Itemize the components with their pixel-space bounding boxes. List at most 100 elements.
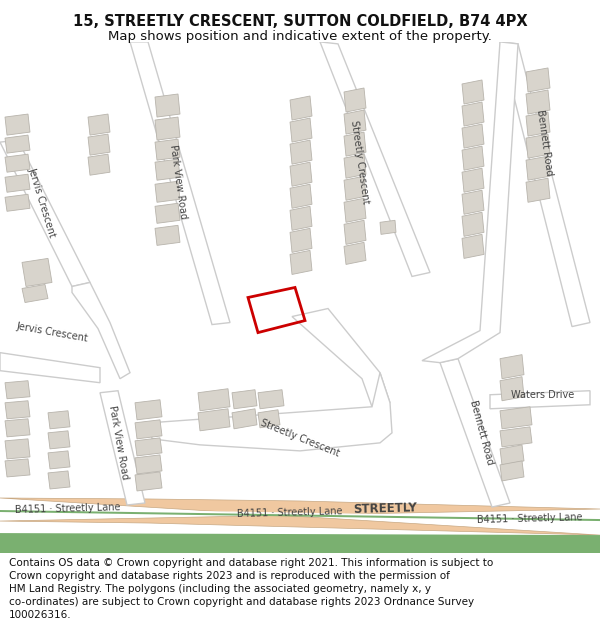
Polygon shape — [155, 117, 180, 140]
Polygon shape — [72, 282, 130, 379]
Polygon shape — [344, 176, 366, 200]
Polygon shape — [5, 419, 30, 437]
Polygon shape — [422, 42, 518, 362]
Polygon shape — [232, 390, 257, 409]
Polygon shape — [5, 174, 30, 192]
Polygon shape — [48, 411, 70, 429]
Polygon shape — [155, 226, 180, 246]
Polygon shape — [526, 134, 550, 158]
Polygon shape — [135, 420, 162, 439]
Polygon shape — [150, 372, 392, 451]
Polygon shape — [500, 354, 524, 379]
Text: B4151 · Streetly Lane: B4151 · Streetly Lane — [15, 503, 121, 516]
Polygon shape — [135, 400, 162, 420]
Polygon shape — [155, 203, 180, 223]
Polygon shape — [155, 181, 180, 203]
Polygon shape — [344, 154, 366, 178]
Polygon shape — [344, 242, 366, 264]
Polygon shape — [344, 88, 366, 112]
Text: Map shows position and indicative extent of the property.: Map shows position and indicative extent… — [108, 30, 492, 42]
Polygon shape — [0, 498, 600, 535]
Text: B4151 · Streetly Lane: B4151 · Streetly Lane — [477, 512, 583, 526]
Polygon shape — [88, 134, 110, 155]
Polygon shape — [232, 409, 257, 429]
Text: STREETLY: STREETLY — [353, 502, 417, 516]
Polygon shape — [292, 309, 390, 407]
Polygon shape — [462, 80, 484, 104]
Polygon shape — [440, 359, 510, 507]
Polygon shape — [0, 533, 600, 555]
Text: Streetly Crescent: Streetly Crescent — [349, 120, 371, 204]
Polygon shape — [526, 112, 550, 136]
Polygon shape — [320, 42, 430, 276]
Polygon shape — [198, 409, 230, 431]
Polygon shape — [0, 140, 90, 286]
Polygon shape — [526, 90, 550, 114]
Polygon shape — [462, 146, 484, 170]
Polygon shape — [526, 178, 550, 202]
Polygon shape — [22, 284, 48, 302]
Polygon shape — [88, 114, 110, 135]
Polygon shape — [290, 140, 312, 164]
Polygon shape — [198, 389, 230, 411]
Text: Jervis Crescent: Jervis Crescent — [16, 321, 89, 344]
Polygon shape — [290, 162, 312, 186]
Polygon shape — [500, 377, 524, 401]
Polygon shape — [462, 124, 484, 148]
Polygon shape — [344, 198, 366, 222]
Polygon shape — [462, 213, 484, 236]
Polygon shape — [155, 159, 180, 180]
Polygon shape — [5, 154, 30, 173]
Polygon shape — [344, 220, 366, 244]
Text: Bennett Road: Bennett Road — [535, 108, 554, 176]
Polygon shape — [462, 168, 484, 192]
Polygon shape — [88, 154, 110, 175]
Polygon shape — [5, 381, 30, 399]
Text: 15, STREETLY CRESCENT, SUTTON COLDFIELD, B74 4PX: 15, STREETLY CRESCENT, SUTTON COLDFIELD,… — [73, 14, 527, 29]
Text: Jervis Crescent: Jervis Crescent — [26, 166, 58, 239]
Text: B4151 · Streetly Lane: B4151 · Streetly Lane — [237, 507, 343, 519]
Polygon shape — [258, 410, 280, 428]
Polygon shape — [5, 439, 30, 459]
Text: Contains OS data © Crown copyright and database right 2021. This information is : Contains OS data © Crown copyright and d… — [9, 558, 493, 620]
Polygon shape — [5, 114, 30, 135]
Polygon shape — [462, 190, 484, 214]
Polygon shape — [48, 451, 70, 469]
Polygon shape — [344, 110, 366, 134]
Polygon shape — [290, 96, 312, 120]
Text: Bennett Road: Bennett Road — [469, 399, 496, 466]
Polygon shape — [380, 220, 396, 234]
Polygon shape — [5, 401, 30, 419]
Polygon shape — [290, 206, 312, 231]
Polygon shape — [500, 461, 524, 481]
Polygon shape — [462, 102, 484, 126]
Polygon shape — [48, 431, 70, 449]
Polygon shape — [5, 459, 30, 477]
Text: Streetly Crescent: Streetly Crescent — [259, 418, 341, 458]
Polygon shape — [135, 472, 162, 491]
Polygon shape — [500, 407, 532, 429]
Text: Park View Road: Park View Road — [107, 405, 130, 481]
Polygon shape — [155, 94, 180, 117]
Polygon shape — [135, 455, 162, 474]
Polygon shape — [500, 427, 532, 447]
Polygon shape — [462, 234, 484, 258]
Polygon shape — [135, 438, 162, 456]
Polygon shape — [290, 118, 312, 142]
Text: Park View Road: Park View Road — [168, 144, 188, 220]
Polygon shape — [526, 68, 550, 92]
Polygon shape — [526, 156, 550, 180]
Polygon shape — [0, 510, 600, 521]
Polygon shape — [290, 184, 312, 208]
Text: Waters Drive: Waters Drive — [511, 390, 575, 400]
Polygon shape — [130, 42, 230, 324]
Polygon shape — [290, 228, 312, 253]
Polygon shape — [100, 391, 145, 505]
Polygon shape — [5, 194, 30, 211]
Polygon shape — [258, 390, 284, 409]
Polygon shape — [0, 352, 100, 382]
Polygon shape — [290, 251, 312, 274]
Polygon shape — [48, 471, 70, 489]
Polygon shape — [22, 258, 52, 286]
Polygon shape — [500, 445, 524, 465]
